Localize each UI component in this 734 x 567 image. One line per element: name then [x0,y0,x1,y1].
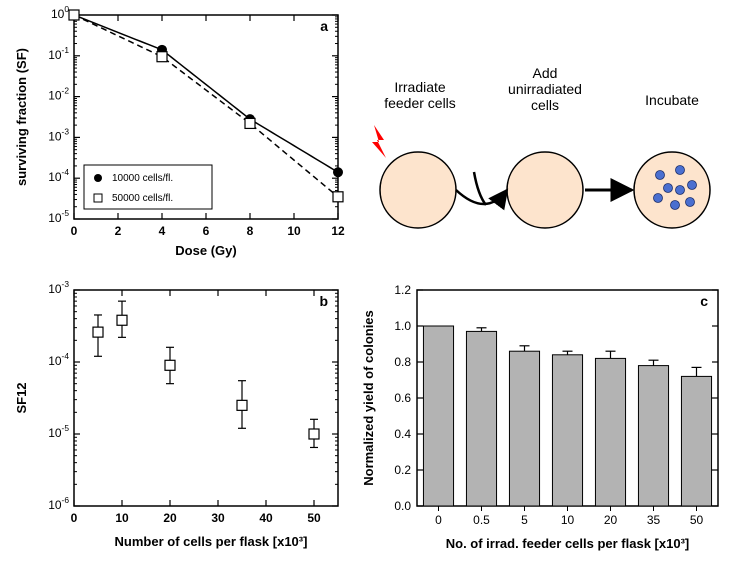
svg-text:2: 2 [115,224,122,238]
svg-text:feeder cells: feeder cells [384,95,456,111]
svg-text:10000 cells/fl.: 10000 cells/fl. [112,173,173,184]
svg-text:Dose (Gy): Dose (Gy) [175,243,236,258]
svg-text:Add: Add [533,65,558,81]
svg-text:10-5: 10-5 [48,208,69,225]
svg-text:unirradiated: unirradiated [508,81,582,97]
svg-text:0.2: 0.2 [394,463,411,477]
svg-text:0: 0 [71,224,78,238]
svg-text:SF12: SF12 [14,382,29,413]
svg-text:10-3: 10-3 [48,127,69,144]
svg-text:20: 20 [163,511,177,525]
svg-text:No. of irrad. feeder cells per: No. of irrad. feeder cells per flask [x1… [446,536,689,551]
svg-text:10-5: 10-5 [48,423,69,440]
svg-text:10-6: 10-6 [48,495,69,512]
svg-text:10-4: 10-4 [48,351,69,368]
svg-text:10-4: 10-4 [48,167,69,184]
chart-a: 0 2 4 6 8 10 12 10-5 10-4 10-3 10-2 10-1 100 Dose (Gy… [10,5,350,265]
svg-text:0.0: 0.0 [394,499,411,513]
svg-text:40: 40 [259,511,273,525]
svg-text:50: 50 [307,511,321,525]
chart-b: 0 10 20 30 40 50 10-6 10-5 10-4 10-3 Number of cel… [10,280,350,560]
chart-c: 0.0 0.2 0.4 0.6 0.8 1.0 1.2 0 0.5 5 10 20 35 50No. of… [355,280,730,560]
svg-text:20: 20 [604,513,618,527]
svg-text:surviving fraction (SF): surviving fraction (SF) [14,48,29,186]
svg-text:Normalized yield of colonies: Normalized yield of colonies [361,310,376,486]
svg-text:0.4: 0.4 [394,427,411,441]
process-diagram: Irradiatefeeder cells Addunirradiatedcell… [360,30,730,260]
svg-text:0: 0 [435,513,442,527]
svg-text:c: c [700,293,708,309]
svg-text:0: 0 [71,511,78,525]
svg-text:8: 8 [247,224,254,238]
svg-text:4: 4 [159,224,166,238]
svg-text:1.2: 1.2 [394,283,411,297]
svg-text:35: 35 [647,513,661,527]
svg-text:30: 30 [211,511,225,525]
svg-text:Incubate: Incubate [645,92,699,108]
svg-text:0.6: 0.6 [394,391,411,405]
svg-text:0.5: 0.5 [473,513,490,527]
svg-text:b: b [319,293,328,309]
svg-text:50: 50 [690,513,704,527]
svg-text:Irradiate: Irradiate [394,79,446,95]
svg-text:10-1: 10-1 [48,45,69,62]
svg-text:10-2: 10-2 [48,86,69,103]
svg-text:1.0: 1.0 [394,319,411,333]
svg-text:5: 5 [521,513,528,527]
svg-text:Number of cells per flask [x10: Number of cells per flask [x10³] [115,534,308,549]
svg-text:10: 10 [561,513,575,527]
svg-text:10: 10 [115,511,129,525]
svg-text:100: 100 [51,5,69,21]
svg-text:10: 10 [287,224,301,238]
svg-text:0.8: 0.8 [394,355,411,369]
svg-text:a: a [320,18,328,34]
svg-text:6: 6 [203,224,210,238]
svg-text:50000 cells/fl.: 50000 cells/fl. [112,193,173,204]
svg-text:12: 12 [331,224,345,238]
svg-text:cells: cells [531,97,559,113]
svg-text:10-3: 10-3 [48,280,69,296]
